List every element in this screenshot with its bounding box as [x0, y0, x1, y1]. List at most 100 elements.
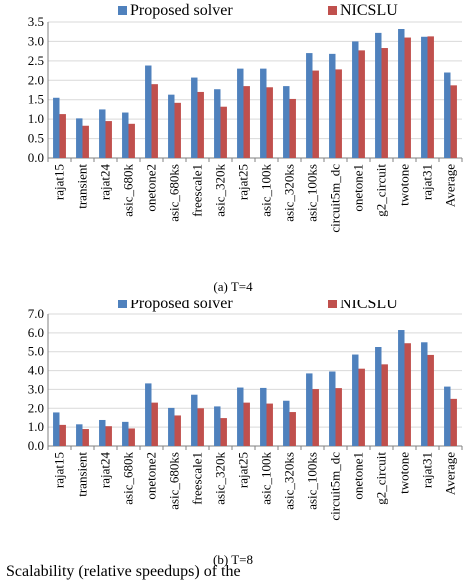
bar-proposed — [398, 330, 405, 446]
bar-nicslu — [82, 125, 89, 158]
x-tick-label: circuit5m_dc — [328, 452, 343, 521]
bar-nicslu — [312, 70, 319, 158]
bar-nicslu — [381, 48, 388, 158]
bar-nicslu — [220, 106, 227, 158]
bar-proposed — [283, 400, 290, 446]
x-tick-label: onetone2 — [144, 164, 159, 212]
x-tick-label: rajat25 — [236, 164, 251, 200]
bar-proposed — [444, 386, 451, 446]
x-tick-label: asic_320k — [213, 164, 228, 217]
bar-nicslu — [243, 86, 250, 158]
caption-t8: (b) T=8 — [213, 552, 253, 567]
bar-nicslu — [266, 403, 273, 446]
bar-nicslu — [197, 408, 204, 446]
x-tick-label: rajat24 — [98, 452, 113, 489]
y-tick-label: 3.0 — [28, 381, 44, 396]
bar-proposed — [237, 68, 244, 158]
bar-proposed — [191, 77, 198, 158]
x-tick-label: freescale1 — [190, 164, 205, 217]
caption-t4: (a) T=4 — [213, 279, 253, 294]
bar-proposed — [306, 373, 313, 446]
bar-proposed — [76, 118, 83, 158]
x-tick-label: onetone2 — [144, 452, 159, 500]
bar-proposed — [99, 419, 106, 446]
bar-proposed — [122, 112, 129, 158]
bar-proposed — [237, 387, 244, 446]
bar-nicslu — [197, 91, 204, 158]
y-tick-label: 1.5 — [28, 92, 44, 107]
y-tick-label: 2.0 — [28, 72, 44, 87]
x-tick-label: rajat31 — [420, 164, 435, 200]
y-tick-label: 3.0 — [28, 33, 44, 48]
legend-nicslu-swatch — [328, 6, 337, 15]
figure-caption-fragment: Scalability (relative speedups) of the — [6, 563, 241, 580]
bar-nicslu — [59, 114, 66, 158]
x-tick-label: Average — [443, 452, 458, 495]
x-tick-label: asic_680k — [121, 452, 136, 505]
bar-nicslu — [427, 354, 434, 446]
x-tick-label: rajat15 — [52, 164, 67, 200]
bar-proposed — [421, 36, 428, 158]
legend-proposed-swatch — [118, 6, 127, 15]
bar-proposed — [444, 72, 451, 158]
bar-proposed — [76, 424, 83, 446]
bar-nicslu — [128, 428, 135, 446]
bar-proposed — [421, 342, 428, 446]
bar-nicslu — [289, 98, 296, 158]
legend-nicslu-label: NICSLU — [340, 2, 398, 19]
x-tick-label: rajat15 — [52, 452, 67, 488]
bar-nicslu — [404, 37, 411, 158]
x-tick-label: asic_100k — [259, 164, 274, 217]
y-tick-label: 2.5 — [28, 53, 44, 68]
bar-proposed — [145, 65, 152, 158]
bar-proposed — [168, 407, 175, 446]
x-tick-label: rajat24 — [98, 164, 113, 201]
bar-proposed — [260, 68, 267, 158]
x-tick-label: rajat31 — [420, 452, 435, 488]
bar-proposed — [191, 394, 198, 446]
x-tick-label: asic_680ks — [167, 164, 182, 222]
bar-proposed — [214, 89, 221, 158]
bar-nicslu — [358, 368, 365, 446]
chart-t8: 0.0 1.0 2.0 3.0 4.0 5.0 6.0 7.0 rajat15 transient… — [28, 300, 463, 521]
bar-proposed — [398, 28, 405, 158]
x-tick-label: g2_circuit — [374, 164, 389, 217]
x-tick-label: transient — [75, 164, 90, 209]
y-tick-label: 7.0 — [28, 306, 44, 321]
bar-proposed — [260, 387, 267, 446]
x-tick-label: freescale1 — [190, 452, 205, 505]
bar-nicslu — [59, 424, 66, 446]
y-tick-label: 0.0 — [28, 438, 44, 453]
x-tick-label: asic_100ks — [305, 164, 320, 222]
bar-nicslu — [358, 50, 365, 158]
bar-nicslu — [174, 415, 181, 446]
bar-proposed — [99, 109, 106, 158]
bar-nicslu — [335, 69, 342, 158]
bar-proposed — [352, 41, 359, 158]
legend-proposed-swatch — [118, 300, 127, 308]
bar-nicslu — [151, 84, 158, 158]
x-tick-label: transient — [75, 452, 90, 497]
legend-nicslu-label: NICSLU — [340, 300, 398, 312]
bar-proposed — [168, 94, 175, 158]
bar-nicslu — [289, 412, 296, 446]
x-tick-label: g2_circuit — [374, 452, 389, 505]
bar-nicslu — [266, 87, 273, 158]
legend-proposed-label: Proposed solver — [130, 2, 233, 19]
x-tick-label: onetone1 — [351, 164, 366, 212]
bar-nicslu — [450, 85, 457, 158]
x-tick-label: asic_680ks — [167, 452, 182, 510]
bar-nicslu — [105, 426, 112, 446]
x-tick-label: circuit5m_dc — [328, 164, 343, 233]
bar-proposed — [145, 383, 152, 446]
x-tick-label: twotone — [397, 164, 412, 206]
legend-nicslu-swatch — [328, 300, 337, 308]
bar-nicslu — [312, 389, 319, 446]
chart-t4: 0.0 0.5 1.0 1.5 2.0 2.5 3.0 3.5 rajat15 transient… — [28, 2, 463, 233]
bar-nicslu — [427, 36, 434, 158]
bar-proposed — [329, 53, 336, 159]
bar-proposed — [283, 86, 290, 158]
y-tick-label: 5.0 — [28, 344, 44, 359]
x-tick-label: asic_320k — [213, 452, 228, 505]
bar-nicslu — [128, 123, 135, 158]
